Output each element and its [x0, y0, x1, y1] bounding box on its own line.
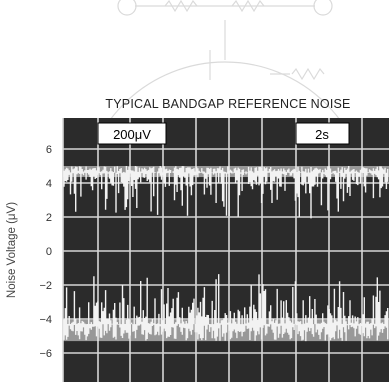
upper-trace-band — [63, 166, 389, 178]
y-axis-ticks: 6 4 2 0 −2 −4 −6 — [39, 144, 52, 360]
y-axis-label: Noise Voltage (μV) — [6, 202, 18, 298]
y-tick-label: −4 — [39, 314, 52, 326]
chart-title: TYPICAL BANDGAP REFERENCE NOISE — [105, 97, 350, 111]
y-tick-label: −2 — [39, 280, 52, 292]
time-scale-label: 2s — [315, 127, 329, 142]
y-tick-label: 0 — [46, 246, 52, 258]
y-tick-label: 4 — [46, 178, 52, 190]
vertical-scale-box: 200μV — [97, 122, 167, 145]
time-scale-box: 2s — [295, 122, 350, 145]
lower-trace-band — [63, 319, 389, 342]
noise-traces — [63, 166, 389, 342]
y-tick-label: 2 — [46, 212, 52, 224]
oscilloscope-screen — [63, 118, 389, 382]
y-tick-label: −6 — [39, 348, 52, 360]
y-tick-label: 6 — [46, 144, 52, 156]
vertical-scale-label: 200μV — [113, 127, 151, 142]
